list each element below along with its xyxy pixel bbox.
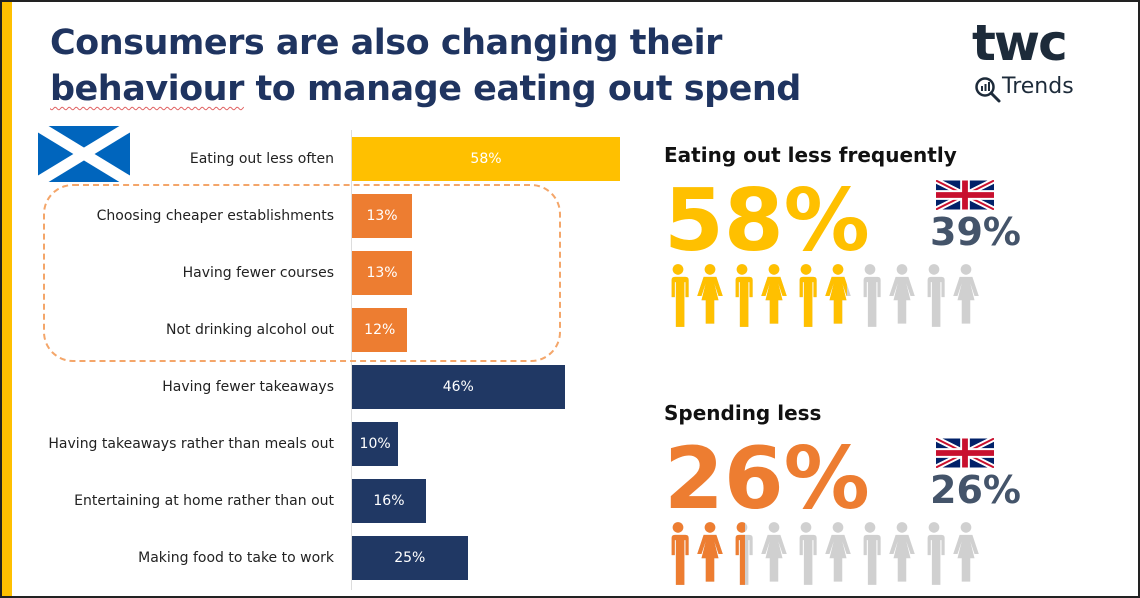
male-person-icon (926, 264, 945, 327)
bar: 25% (352, 536, 468, 580)
scotland-stat-value: 26% (664, 429, 870, 529)
logo-sub: Trends (1002, 74, 1074, 99)
bar: 12% (352, 308, 408, 352)
category-label: Having fewer takeaways (162, 379, 334, 395)
title-line-2-rest: to manage eating out spend (243, 69, 802, 109)
title-line-1: Consumers are also changing their (50, 23, 722, 63)
male-person-icon (734, 522, 753, 585)
magnifier-chart-icon (975, 77, 1001, 103)
uk-stat-value: 26% (930, 468, 1021, 512)
bar-value-label: 12% (364, 322, 396, 338)
scotland-flag-icon (38, 126, 130, 182)
male-person-icon (670, 264, 689, 327)
male-person-icon (798, 264, 817, 327)
female-person-icon (697, 522, 723, 582)
male-person-icon (862, 522, 881, 585)
male-person-icon (734, 264, 753, 327)
bar-value-label: 13% (366, 208, 398, 224)
bar-value-label: 58% (470, 151, 502, 167)
title-line-2: behaviour to manage eating out spend (50, 66, 801, 112)
twc-trends-logo: twc Trends (972, 18, 1122, 108)
male-person-icon (862, 264, 881, 327)
male-person-icon (670, 522, 689, 585)
bar: 13% (352, 194, 413, 238)
bar-value-label: 46% (442, 379, 474, 395)
female-person-icon (825, 522, 851, 582)
bar: 16% (352, 479, 426, 523)
female-person-icon (697, 264, 723, 324)
category-label: Entertaining at home rather than out (74, 493, 334, 509)
stat-heading: Spending less (664, 401, 822, 425)
female-person-icon (889, 522, 915, 582)
bar-value-label: 13% (366, 265, 398, 281)
bar: 58% (352, 137, 620, 181)
category-label: Choosing cheaper establishments (96, 208, 334, 224)
stat-heading: Eating out less frequently (664, 143, 957, 167)
category-label: Having takeaways rather than meals out (48, 436, 334, 452)
category-label: Making food to take to work (138, 550, 334, 566)
logo-brand: twc (972, 14, 1068, 72)
title-underlined-word: behaviour (50, 69, 244, 109)
category-label: Not drinking alcohol out (165, 322, 334, 338)
female-person-icon (953, 522, 979, 582)
bar-value-label: 25% (394, 550, 426, 566)
female-person-icon (889, 264, 915, 324)
scotland-stat-value: 58% (664, 171, 870, 271)
accent-stripe (2, 2, 12, 596)
bar-value-label: 10% (359, 436, 391, 452)
male-person-icon (926, 522, 945, 585)
bar-value-label: 16% (373, 493, 405, 509)
uk-flag-icon (934, 435, 996, 471)
uk-flag-icon (934, 177, 996, 213)
female-person-icon (761, 522, 787, 582)
category-label: Eating out less often (189, 151, 334, 167)
uk-stat-value: 39% (930, 210, 1021, 254)
bar: 10% (352, 422, 399, 466)
female-person-icon (761, 264, 787, 324)
people-pictogram (662, 263, 982, 329)
highlight-group-outline (43, 184, 561, 362)
category-label: Having fewer courses (182, 265, 334, 281)
slide-title: Consumers are also changing their behavi… (50, 20, 801, 112)
male-person-icon (798, 522, 817, 585)
people-pictogram (662, 521, 982, 587)
female-person-icon (953, 264, 979, 324)
bar: 46% (352, 365, 565, 409)
female-person-icon (825, 264, 851, 324)
bar: 13% (352, 251, 413, 295)
